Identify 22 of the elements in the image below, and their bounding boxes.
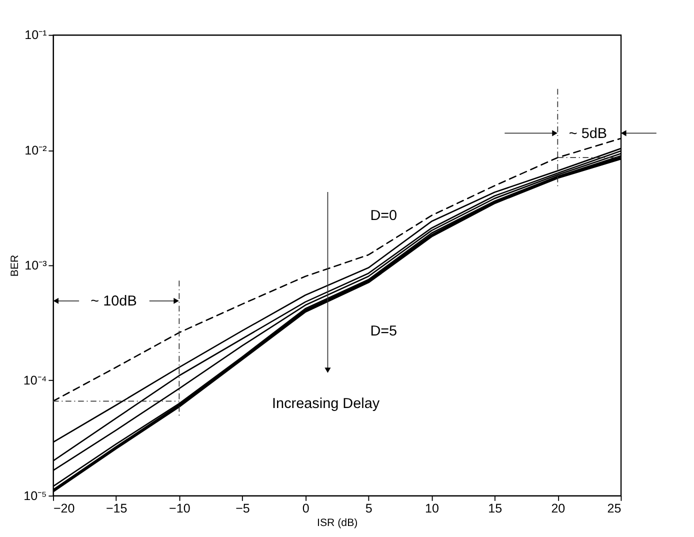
x-tick-label: 20 xyxy=(551,501,566,516)
x-tick-label: −10 xyxy=(169,501,190,516)
x-tick-label: −5 xyxy=(236,501,250,516)
annotation: ~ 10dB xyxy=(90,294,137,310)
annotation: ~ 5dB xyxy=(568,126,608,142)
annotation: D=0 xyxy=(370,208,398,224)
y-tick-label: 10⁻⁴ xyxy=(23,374,47,388)
x-tick-label: 5 xyxy=(365,501,372,516)
x-tick-label: −15 xyxy=(106,501,128,516)
x-tick-label: 10 xyxy=(425,501,439,516)
x-axis-title: ISR (dB) xyxy=(317,516,358,529)
x-tick-label: 0 xyxy=(302,501,310,516)
y-tick-label: 10⁻¹ xyxy=(24,28,47,42)
x-tick-label: 25 xyxy=(607,501,622,516)
y-tick-label: 10⁻⁵ xyxy=(24,488,47,503)
y-axis-title: BER xyxy=(8,254,21,277)
annotation: Increasing Delay xyxy=(272,396,380,412)
y-tick-label: 10⁻³ xyxy=(24,258,47,273)
x-tick-label: 15 xyxy=(488,501,502,516)
annotation: D=5 xyxy=(370,324,398,340)
y-tick-label: 10⁻² xyxy=(24,143,47,158)
x-tick-label: −20 xyxy=(53,501,75,516)
